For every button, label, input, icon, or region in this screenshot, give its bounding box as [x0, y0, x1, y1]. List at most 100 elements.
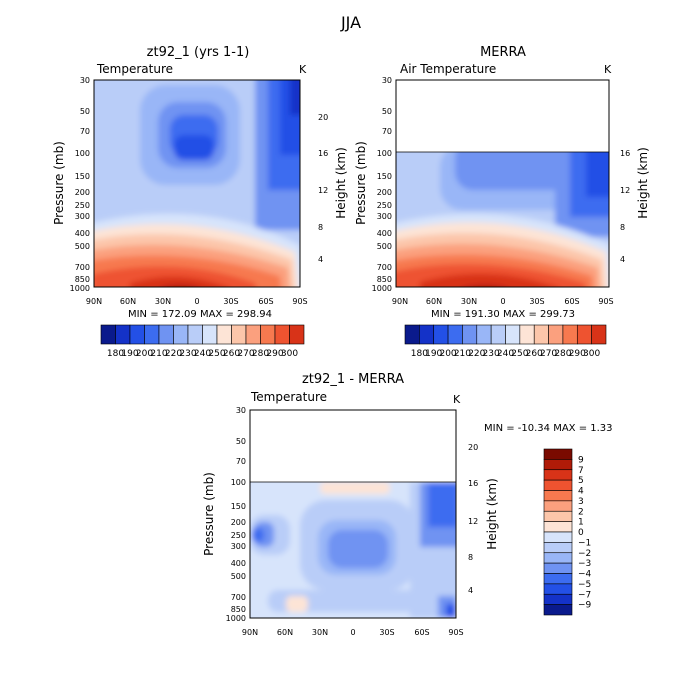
panel-variable: Temperature [96, 62, 173, 76]
colorbar-label: 280 [554, 349, 571, 359]
colorbar-label: 290 [569, 349, 586, 359]
colorbar-swatch [202, 324, 218, 345]
colorbar-swatch [187, 324, 203, 345]
colorbar-swatch [274, 324, 290, 345]
height-tick-label: 20 [318, 113, 328, 122]
y-tick-label: 100 [75, 149, 90, 158]
y-axis-label: Pressure (mb) [52, 141, 66, 225]
height-tick-label: 4 [620, 255, 625, 264]
x-tick-label: 0 [500, 297, 505, 306]
colorbar-label: 240 [194, 349, 211, 359]
x-tick-label: 30N [312, 628, 328, 637]
colorbar-swatch [543, 562, 573, 574]
colorbar-swatch [543, 552, 573, 564]
y-tick-labels: 30 50 70 100 150 200 250 300 400 500 700… [372, 76, 392, 293]
colorbar-label: 290 [266, 349, 283, 359]
colorbar-label: 220 [165, 349, 182, 359]
colorbar-swatch [476, 324, 492, 345]
height-tick-label: 8 [620, 223, 625, 232]
page-title: JJA [340, 13, 361, 32]
y-tick-label: 200 [377, 188, 392, 197]
colorbar-label: 210 [150, 349, 167, 359]
colorbar-swatch [543, 479, 573, 491]
panel-title: zt92_1 - MERRA [302, 372, 404, 387]
colorbar-label: 220 [468, 349, 485, 359]
colorbar-label: −4 [578, 570, 592, 580]
y-tick-label: 700 [377, 263, 392, 272]
x-tick-label: 90N [392, 297, 408, 306]
y-tick-label: 50 [382, 107, 392, 116]
y-tick-label: 850 [75, 275, 90, 284]
colorbar-label: 200 [439, 349, 456, 359]
colorbar-swatch [543, 542, 573, 554]
x-tick-label: 60S [414, 628, 429, 637]
panel-variable: Air Temperature [400, 62, 496, 76]
colorbar-swatch [129, 324, 145, 345]
panel-model: zt92_1 (yrs 1-1) Temperature K [52, 45, 348, 320]
x-tick-label: 30N [461, 297, 477, 306]
colorbar-swatch [519, 324, 535, 345]
y-tick-label: 250 [377, 201, 392, 210]
colorbar-label: 5 [578, 476, 584, 486]
colorbar-label: 270 [540, 349, 557, 359]
y-tick-label: 150 [231, 502, 246, 511]
colorbar-label: −3 [578, 559, 591, 569]
x-tick-label: 90S [292, 297, 307, 306]
colorbar-swatch [543, 521, 573, 533]
colorbar-swatch [591, 324, 607, 345]
height-tick-labels: 4 8 12 16 20 [468, 443, 478, 595]
colorbar-swatch [115, 324, 131, 345]
colorbar-label: 300 [281, 349, 298, 359]
x-tick-labels: 90N 60N 30N 0 30S 60S 90S [392, 297, 614, 306]
colorbar-swatch [490, 324, 506, 345]
plot-frame [93, 79, 301, 288]
colorbar-label: 300 [583, 349, 600, 359]
x-tick-label: 60S [258, 297, 273, 306]
y-tick-label: 1000 [70, 284, 90, 293]
colorbar-label: 2 [578, 507, 584, 517]
colorbar-label: 270 [237, 349, 254, 359]
x-tick-label: 60N [277, 628, 293, 637]
y-axis-label-right: Height (km) [334, 147, 348, 218]
colorbar-swatch [260, 324, 276, 345]
y-tick-label: 30 [80, 76, 90, 85]
colorbar-label: 180 [107, 349, 124, 359]
colorbar-label: 190 [425, 349, 442, 359]
colorbar-label: 7 [578, 466, 584, 476]
colorbar-swatch [543, 510, 573, 522]
colorbar-swatch [543, 459, 573, 471]
colorbar-swatch [462, 324, 478, 345]
y-tick-label: 30 [382, 76, 392, 85]
x-tick-label: 60S [564, 297, 579, 306]
y-axis-label: Pressure (mb) [354, 141, 368, 225]
colorbar-label: 180 [411, 349, 428, 359]
colorbar-swatch [543, 604, 573, 616]
y-tick-label: 1000 [226, 614, 246, 623]
x-tick-labels: 90N 60N 30N 0 30S 60S 90S [242, 628, 464, 637]
panel-reanalysis: MERRA Air Temperature K [354, 45, 650, 320]
colorbar-label: 250 [511, 349, 528, 359]
y-tick-label: 70 [80, 127, 90, 136]
colorbar-swatch [419, 324, 435, 345]
y-tick-label: 400 [377, 229, 392, 238]
colorbar-swatch [543, 448, 573, 460]
colorbar-label: −9 [578, 601, 592, 611]
y-tick-label: 850 [377, 275, 392, 284]
y-tick-label: 700 [75, 263, 90, 272]
colorbar-swatch [543, 583, 573, 595]
y-tick-label: 30 [236, 406, 246, 415]
contour-field [250, 482, 456, 618]
x-tick-label: 0 [350, 628, 355, 637]
colorbar-swatch [231, 324, 247, 345]
height-tick-label: 16 [620, 149, 630, 158]
panel-units: K [453, 393, 461, 406]
height-tick-label: 12 [318, 186, 328, 195]
colorbar-label: 0 [578, 528, 584, 538]
y-tick-label: 200 [231, 518, 246, 527]
contour-field [396, 152, 609, 287]
colorbar-swatch [144, 324, 160, 345]
y-tick-label: 250 [75, 201, 90, 210]
